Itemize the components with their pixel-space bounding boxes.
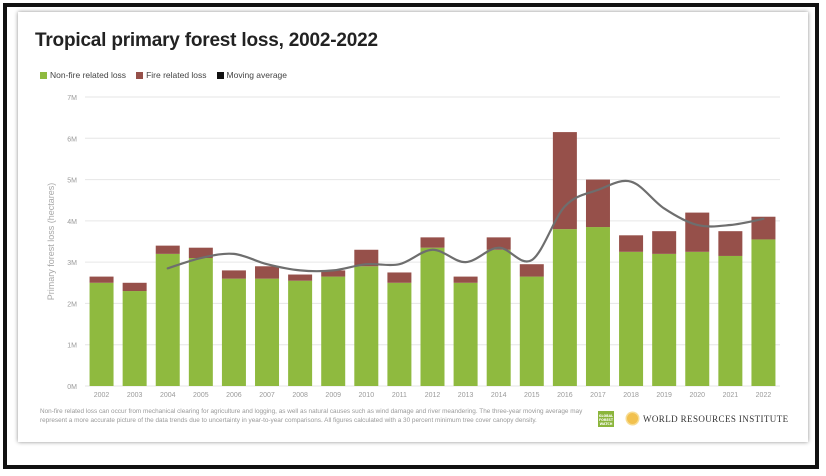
wri-logo: WORLD RESOURCES INSTITUTE (627, 413, 789, 424)
bar-fire-2021 (718, 231, 743, 256)
moving-average-line (166, 179, 765, 273)
bar-fire-2008 (288, 274, 313, 281)
bar-fire-2012 (420, 237, 445, 248)
bar-fire-2005 (188, 247, 213, 259)
bar-fire-2020 (685, 212, 710, 252)
bar-fire-2014 (486, 237, 511, 250)
bar-fire-2002 (89, 276, 114, 283)
x-tick-label: 2002 (94, 392, 110, 399)
legend-label-fire: Fire related loss (146, 70, 207, 80)
bar-fire-2016 (552, 132, 577, 230)
x-tick-label: 2009 (325, 392, 341, 399)
bar-fire-2018 (619, 235, 644, 252)
bar-nonfire-2004 (155, 253, 180, 386)
y-tick-label: 6M (67, 136, 77, 143)
x-tick-label: 2019 (656, 392, 672, 399)
bar-fire-2013 (453, 276, 478, 283)
y-tick-label: 5M (67, 178, 77, 185)
bar-nonfire-2012 (420, 247, 445, 386)
gfw-logo: GLOBAL FOREST WATCH (598, 411, 614, 427)
x-tick-label: 2010 (359, 392, 375, 399)
bar-nonfire-2021 (718, 255, 743, 386)
legend: Non-fire related loss Fire related loss … (40, 70, 287, 80)
x-tick-label: 2017 (590, 392, 606, 399)
bar-nonfire-2014 (486, 249, 511, 386)
x-tick-label: 2022 (756, 392, 772, 399)
bar-nonfire-2022 (751, 239, 776, 386)
bar-nonfire-2019 (652, 253, 677, 386)
chart-card (18, 12, 808, 442)
bar-nonfire-2011 (387, 282, 412, 386)
x-tick-label: 2006 (226, 392, 242, 399)
bar-fire-2007 (255, 266, 280, 279)
wri-logo-text: WORLD RESOURCES INSTITUTE (643, 413, 789, 424)
y-tick-label: 4M (67, 219, 77, 226)
y-tick-label: 2M (67, 301, 77, 308)
x-tick-label: 2013 (458, 392, 474, 399)
bar-nonfire-2006 (221, 278, 246, 386)
legend-label-average: Moving average (226, 70, 288, 80)
x-tick-label: 2015 (524, 392, 540, 399)
bar-nonfire-2010 (354, 266, 379, 386)
bar-nonfire-2005 (188, 258, 213, 386)
bar-nonfire-2020 (685, 251, 710, 386)
bar-nonfire-2009 (321, 276, 346, 386)
y-tick-label: 0M (67, 384, 77, 391)
legend-item-nonfire: Non-fire related loss (40, 70, 126, 80)
x-tick-label: 2005 (193, 392, 209, 399)
x-tick-label: 2007 (259, 392, 275, 399)
bar-fire-2006 (221, 270, 246, 279)
bar-fire-2011 (387, 272, 412, 283)
chart-title: Tropical primary forest loss, 2002-2022 (35, 30, 378, 51)
bar-nonfire-2008 (288, 280, 313, 386)
legend-item-fire: Fire related loss (136, 70, 207, 80)
bar-nonfire-2017 (585, 227, 610, 386)
x-tick-label: 2021 (723, 392, 739, 399)
bar-nonfire-2002 (89, 282, 114, 386)
legend-item-average: Moving average (216, 70, 288, 80)
x-tick-label: 2011 (392, 392, 407, 399)
bar-nonfire-2003 (122, 291, 147, 386)
legend-label-nonfire: Non-fire related loss (50, 70, 127, 80)
x-tick-label: 2008 (292, 392, 308, 399)
bar-nonfire-2007 (255, 278, 280, 386)
bar-nonfire-2018 (619, 251, 644, 386)
y-tick-label: 3M (67, 260, 77, 267)
bar-fire-2019 (652, 231, 677, 254)
bar-fire-2009 (321, 270, 346, 277)
y-tick-label: 7M (67, 95, 77, 102)
x-tick-label: 2004 (160, 392, 176, 399)
bar-fire-2015 (519, 264, 544, 277)
bar-nonfire-2015 (519, 276, 544, 386)
bar-fire-2004 (155, 245, 180, 254)
bar-nonfire-2013 (453, 282, 478, 386)
x-tick-label: 2003 (127, 392, 143, 399)
footnote: Non-fire related loss can occur from mec… (40, 408, 583, 424)
legend-swatch-nonfire (40, 71, 47, 79)
x-tick-label: 2016 (557, 392, 573, 399)
bar-fire-2003 (122, 282, 147, 292)
bar-fire-2010 (354, 249, 379, 267)
bar-fire-2022 (751, 216, 776, 240)
legend-swatch-average (216, 71, 224, 79)
wri-sun-icon (627, 413, 638, 424)
y-axis-label: Primary forest loss (hectares) (46, 183, 56, 301)
x-tick-label: 2020 (689, 392, 705, 399)
x-tick-label: 2014 (491, 392, 507, 399)
y-tick-label: 1M (67, 343, 77, 350)
x-tick-label: 2018 (623, 392, 639, 399)
x-tick-label: 2012 (425, 392, 441, 399)
legend-swatch-fire (136, 71, 144, 79)
bar-nonfire-2016 (552, 229, 577, 386)
